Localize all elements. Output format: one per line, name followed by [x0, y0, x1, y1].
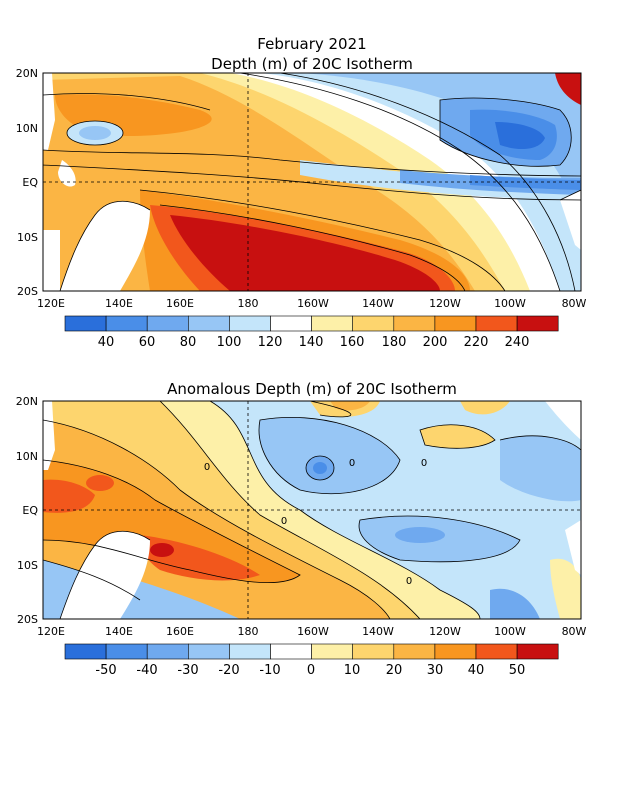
- colorbar-label: 120: [258, 335, 283, 350]
- colorbar-label: 160: [340, 335, 365, 350]
- anomaly-map-frame: [42, 400, 582, 620]
- colorbar-swatch: [105, 315, 148, 332]
- lon-label: 80W: [562, 297, 587, 310]
- colorbar-swatch: [270, 315, 312, 332]
- lon-label: 180: [238, 625, 259, 638]
- lat-label: EQ: [22, 176, 38, 189]
- lon-label: 140E: [105, 297, 133, 310]
- lon-label: 120E: [37, 625, 65, 638]
- lon-label: 180: [238, 297, 259, 310]
- anomaly-map-lon-axis: 120E 140E 160E 180 160W 140W 120W 100W 8…: [37, 625, 587, 638]
- lat-label: EQ: [22, 504, 38, 517]
- colorbar-label: 220: [464, 335, 489, 350]
- lat-label: 10N: [16, 122, 38, 135]
- anomaly-contour-labels: 0 0 0 0 0: [204, 458, 427, 587]
- contour-label: 0: [349, 458, 355, 469]
- colorbar-label: 0: [307, 663, 315, 678]
- anomaly-colorbar-labels: -50 -40 -30 -20 -10 0 10 20 30 40 50: [95, 663, 525, 678]
- colorbar-label: 40: [98, 335, 115, 350]
- contour-label: 0: [406, 576, 412, 587]
- lat-label: 10S: [17, 559, 38, 572]
- lon-label: 160W: [297, 297, 329, 310]
- depth-map-lat-axis: 20N 10N EQ 10S 20S: [16, 67, 39, 298]
- depth-colorbar-labels: 40 60 80 100 120 140 160 180 200 220 240: [98, 335, 530, 350]
- lon-label: 160W: [297, 625, 329, 638]
- colorbar-swatch: [311, 315, 354, 332]
- lat-label: 10N: [16, 450, 38, 463]
- colorbar-label: 30: [427, 663, 444, 678]
- colorbar-label: 200: [423, 335, 448, 350]
- lon-label: 120W: [429, 625, 461, 638]
- colorbar-label: 80: [180, 335, 197, 350]
- colorbar-swatch: [64, 643, 107, 660]
- colorbar-label: -20: [218, 663, 239, 678]
- lon-label: 140W: [362, 625, 394, 638]
- lat-label: 20N: [16, 395, 38, 408]
- anomaly-map-grid: [43, 401, 581, 619]
- lon-label: 140E: [105, 625, 133, 638]
- lat-label: 10S: [17, 231, 38, 244]
- colorbar-label: -30: [177, 663, 198, 678]
- colorbar-label: 60: [139, 335, 156, 350]
- depth-map-frame: [42, 72, 582, 292]
- colorbar-swatch: [352, 315, 395, 332]
- colorbar-swatch: [434, 315, 477, 332]
- lat-label: 20S: [17, 285, 38, 298]
- anomaly-colorbar: [64, 643, 559, 660]
- depth-colorbar: [64, 315, 559, 332]
- depth-map-lon-axis: 120E 140E 160E 180 160W 140W 120W 100W 8…: [37, 297, 587, 310]
- colorbar-label: 140: [299, 335, 324, 350]
- lon-label: 140W: [362, 297, 394, 310]
- depth-map-grid: [43, 73, 581, 291]
- lon-label: 160E: [166, 625, 194, 638]
- colorbar-swatch: [64, 315, 107, 332]
- lat-label: 20N: [16, 67, 38, 80]
- colorbar-swatch: [270, 643, 312, 660]
- lon-label: 160E: [166, 297, 194, 310]
- anomaly-map: [43, 401, 581, 619]
- colorbar-swatch: [516, 315, 559, 332]
- depth-map: [43, 73, 581, 291]
- lon-label: 100W: [494, 297, 526, 310]
- colorbar-label: -40: [136, 663, 157, 678]
- panel1-title: Depth (m) of 20C Isotherm: [211, 55, 413, 73]
- colorbar-swatch: [352, 643, 395, 660]
- colorbar-swatch: [105, 643, 148, 660]
- colorbar-swatch: [146, 643, 189, 660]
- colorbar-swatch: [188, 643, 230, 660]
- colorbar-label: 100: [217, 335, 242, 350]
- colorbar-swatch: [311, 643, 354, 660]
- figure-title: February 2021: [257, 35, 366, 53]
- panel2-title: Anomalous Depth (m) of 20C Isotherm: [167, 380, 457, 398]
- colorbar-label: -10: [259, 663, 280, 678]
- colorbar-label: 10: [344, 663, 361, 678]
- contour-label: 0: [421, 458, 427, 469]
- colorbar-swatch: [475, 643, 518, 660]
- colorbar-swatch: [229, 643, 271, 660]
- colorbar-label: 20: [386, 663, 403, 678]
- colorbar-label: 40: [468, 663, 485, 678]
- colorbar-label: 240: [505, 335, 530, 350]
- colorbar-swatch: [146, 315, 189, 332]
- colorbar-swatch: [516, 643, 559, 660]
- colorbar-swatch: [229, 315, 271, 332]
- contour-label: 0: [204, 462, 210, 473]
- colorbar-swatch: [393, 643, 436, 660]
- contour-label: 0: [281, 516, 287, 527]
- lat-label: 20S: [17, 613, 38, 626]
- lon-label: 120W: [429, 297, 461, 310]
- lon-label: 120E: [37, 297, 65, 310]
- lon-label: 100W: [494, 625, 526, 638]
- colorbar-swatch: [393, 315, 436, 332]
- colorbar-swatch: [434, 643, 477, 660]
- colorbar-swatch: [188, 315, 230, 332]
- colorbar-label: 50: [509, 663, 526, 678]
- colorbar-label: -50: [95, 663, 116, 678]
- anomaly-map-lat-axis: 20N 10N EQ 10S 20S: [16, 395, 39, 626]
- colorbar-swatch: [475, 315, 518, 332]
- colorbar-label: 180: [382, 335, 407, 350]
- lon-label: 80W: [562, 625, 587, 638]
